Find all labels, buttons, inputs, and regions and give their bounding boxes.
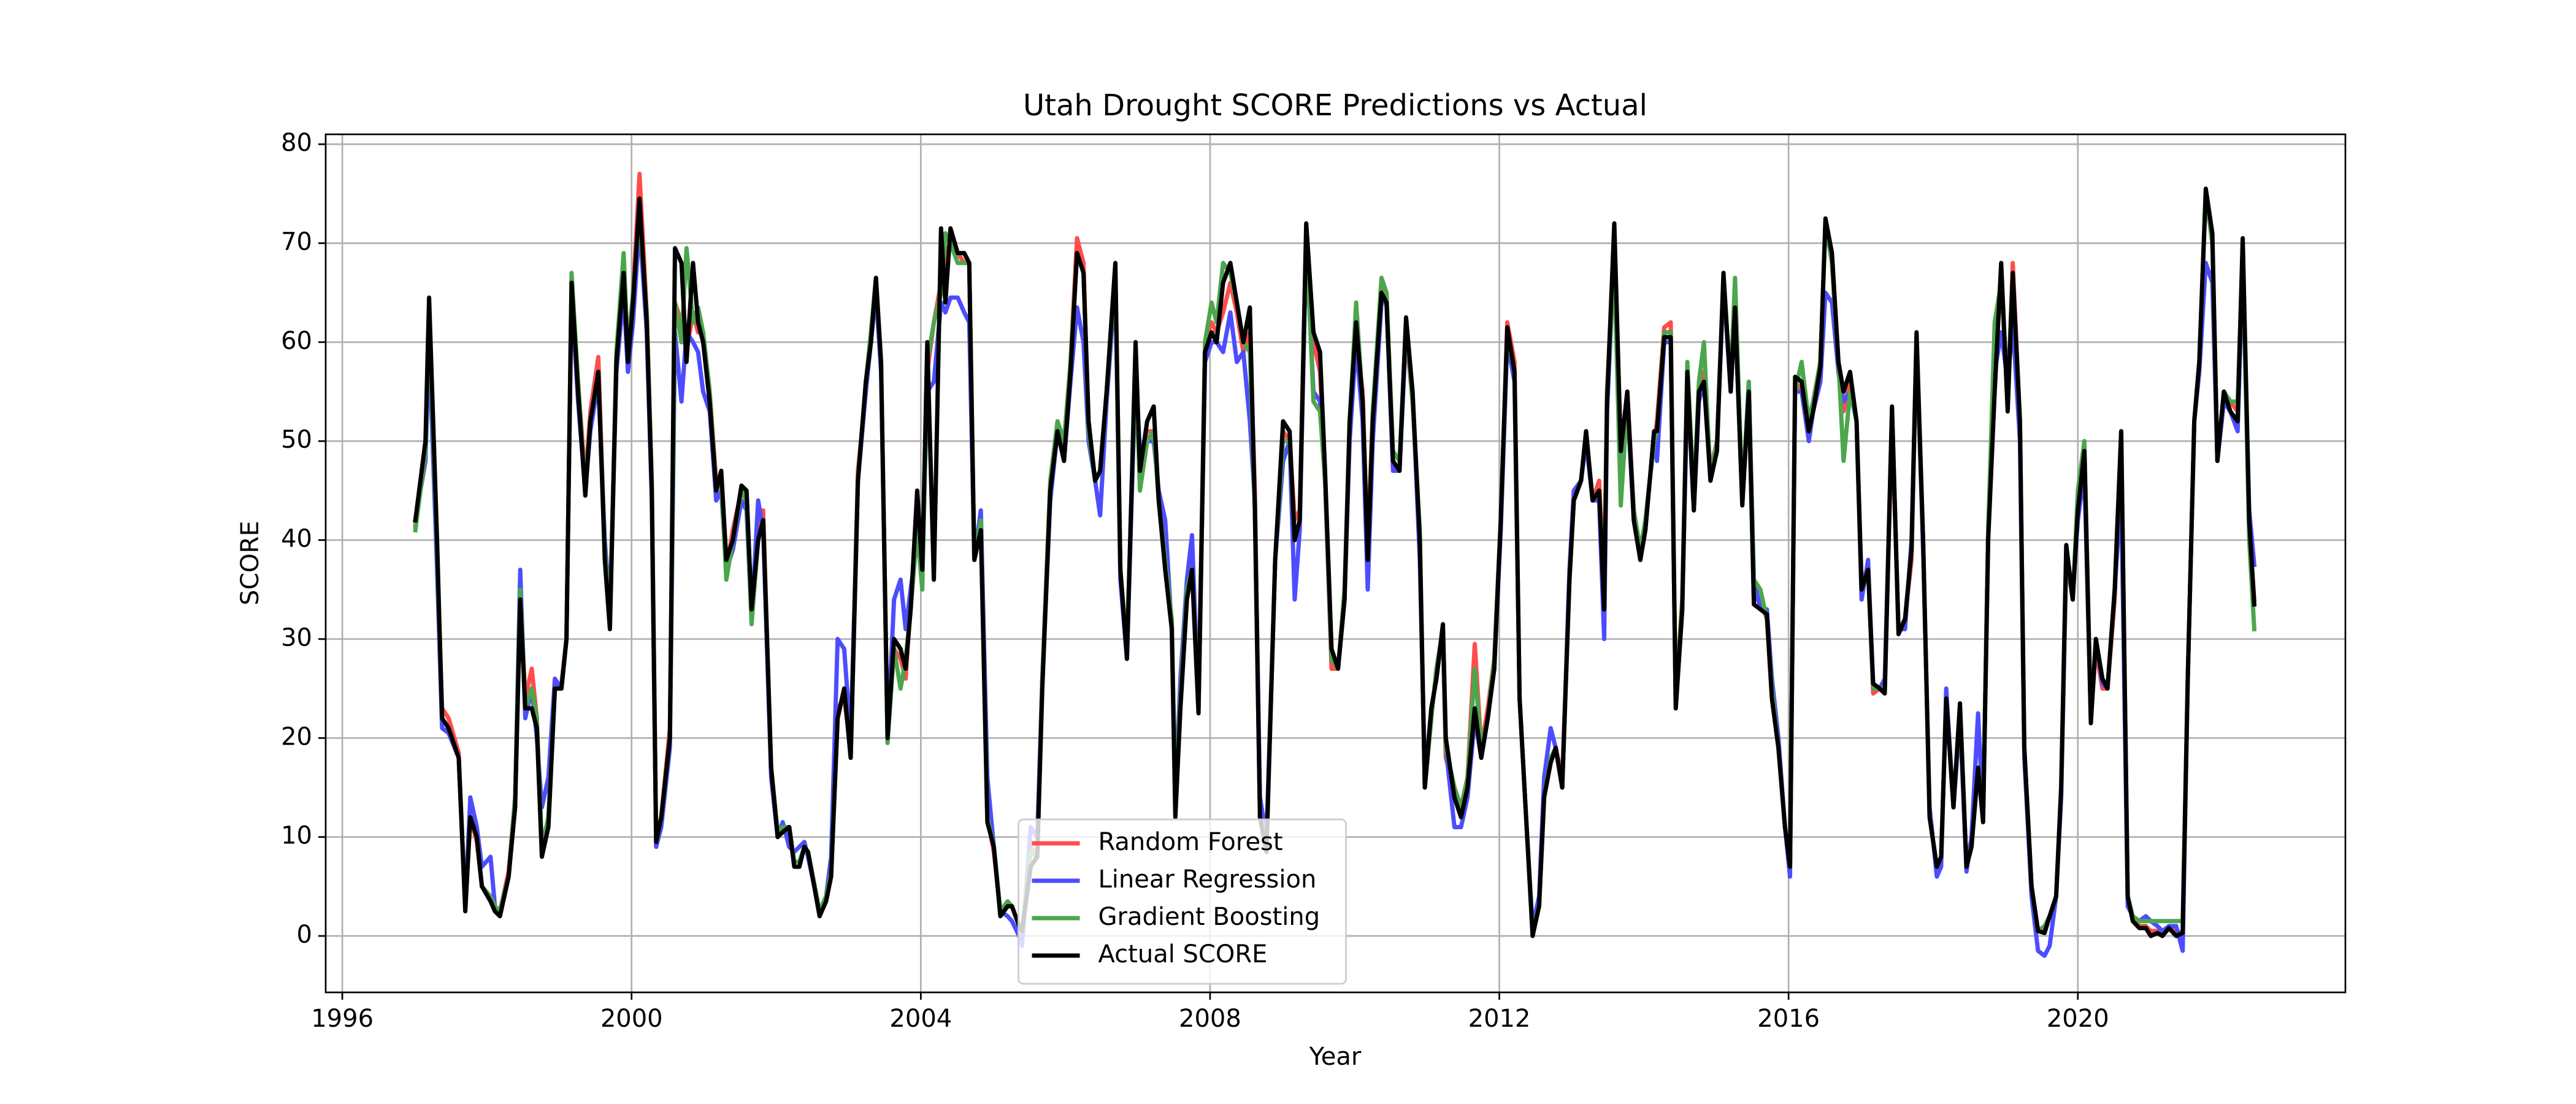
y-tick-label: 40 bbox=[281, 525, 312, 553]
legend-label: Actual SCORE bbox=[1098, 940, 1268, 968]
legend-box bbox=[1018, 818, 1347, 985]
grid bbox=[326, 134, 2345, 992]
y-axis-label: SCORE bbox=[236, 521, 264, 605]
y-tick-label: 30 bbox=[281, 624, 312, 652]
series-line bbox=[413, 186, 2257, 938]
lines bbox=[413, 172, 2257, 958]
x-tick-label: 2020 bbox=[2047, 1005, 2109, 1033]
x-tick-label: 2000 bbox=[600, 1005, 663, 1033]
y-tick-label: 0 bbox=[297, 921, 312, 949]
plot-frame bbox=[324, 133, 2347, 994]
y-tick-label: 10 bbox=[281, 822, 312, 850]
x-tick-label: 2004 bbox=[889, 1005, 952, 1033]
legend-label: Gradient Boosting bbox=[1098, 903, 1321, 931]
y-tick-label: 80 bbox=[281, 129, 312, 157]
y-tick-label: 70 bbox=[281, 228, 312, 256]
legend-label: Random Forest bbox=[1098, 828, 1283, 856]
y-tick-label: 50 bbox=[281, 426, 312, 454]
chart-title: Utah Drought SCORE Predictions vs Actual bbox=[1023, 88, 1647, 123]
y-tick-label: 60 bbox=[281, 327, 312, 355]
y-tick-label: 20 bbox=[281, 723, 312, 751]
legend: Random Forest Linear Regression Gradient B… bbox=[1018, 818, 1347, 985]
x-tick-label: 2008 bbox=[1179, 1005, 1241, 1033]
x-axis-label: Year bbox=[1309, 1043, 1362, 1071]
ticks: 1996 2000 2004 2008 2012 2016 2020 0 10 20 30 40 50 6… bbox=[281, 129, 2109, 1033]
x-tick-label: 2012 bbox=[1468, 1005, 1531, 1033]
x-tick-label: 1996 bbox=[311, 1005, 374, 1033]
x-tick-label: 2016 bbox=[1757, 1005, 1820, 1033]
legend-label: Linear Regression bbox=[1098, 865, 1317, 894]
